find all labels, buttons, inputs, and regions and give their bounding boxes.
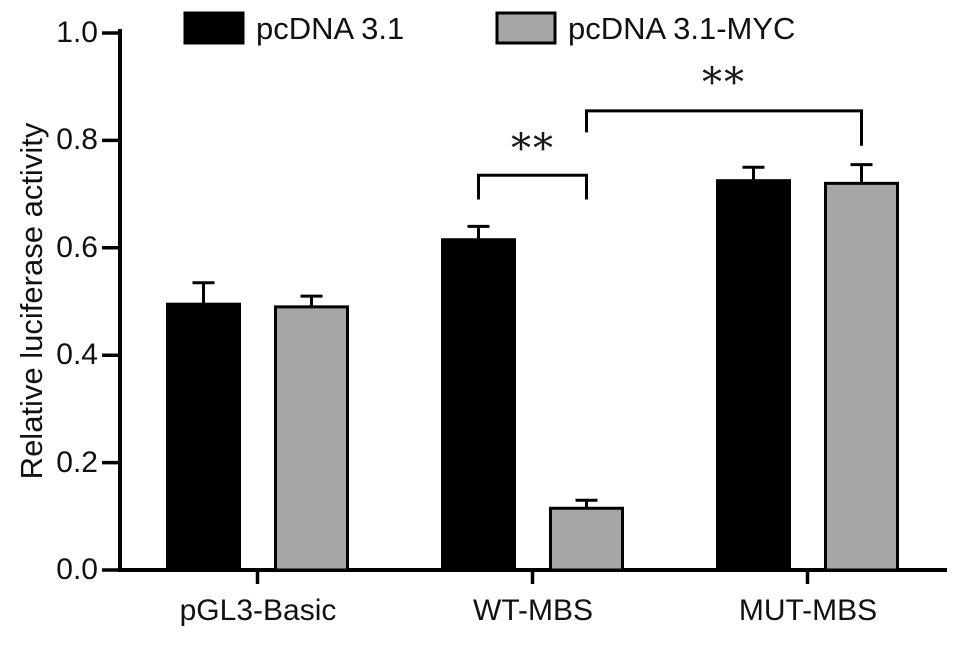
y-tick-label-0.6: 0.6 [56,231,98,264]
bar-pcdna-3-1-pgl3-basic [166,302,241,572]
y-tick-label-0.2: 0.2 [56,446,98,479]
legend-label-pcdna31: pcDNA 3.1 [256,11,405,46]
y-axis-title: Relative luciferase activity [14,122,49,480]
significance-label-wt-mbs: ** [511,126,555,172]
x-category-label-mut-mbs: MUT-MBS [738,594,878,627]
x-category-label-wt-mbs: WT-MBS [473,594,593,627]
bar-pcdna-3-1-myc-pgl3-basic [274,305,349,572]
y-tick-label-1.0: 1.0 [56,16,98,49]
y-tick-label-0.8: 0.8 [56,123,98,156]
significance-bracket [585,109,863,146]
bar-pcdna-3-1-mut-mbs [716,179,791,572]
legend-label-pcdna31-myc: pcDNA 3.1-MYC [568,11,796,46]
bar-pcdna-3-1-myc-wt-mbs [549,506,624,572]
y-tick-label-0.0: 0.0 [56,553,98,586]
y-tick-label-0.4: 0.4 [56,338,98,371]
significance-bracket [477,173,588,200]
legend-swatch-pcdna31 [183,11,245,45]
legend-swatch-pcdna31-myc [495,11,557,45]
bar-pcdna-3-1-wt-mbs [441,238,516,572]
x-category-label-pgl3-basic: pGL3-Basic [179,594,337,627]
significance-label-wt-vs-mut: ** [702,60,746,106]
bar-pcdna-3-1-myc-mut-mbs [824,181,899,572]
